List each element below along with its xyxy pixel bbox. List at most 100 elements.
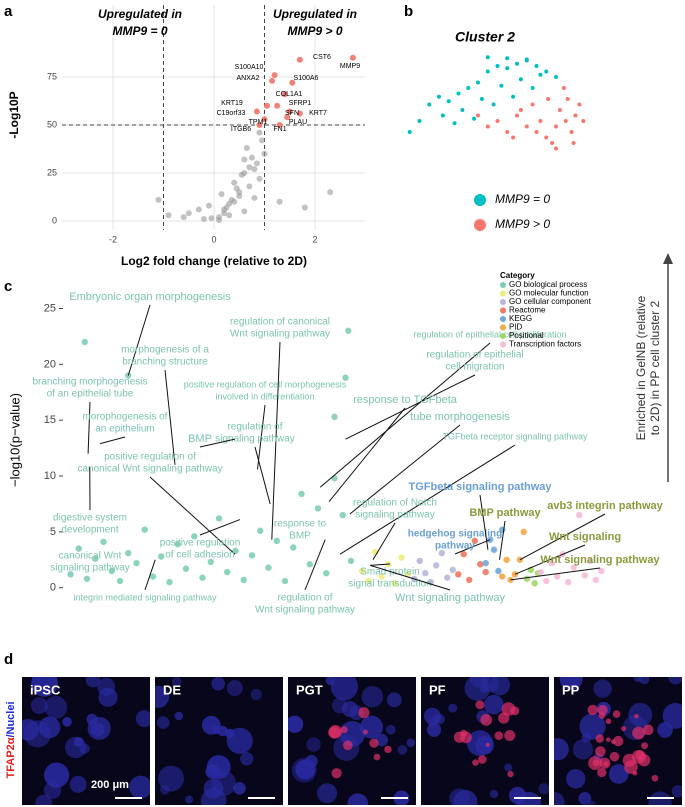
- nucleus-blob: [22, 718, 39, 741]
- marker-blob: [612, 710, 621, 718]
- y-tick-label: 50: [47, 119, 57, 129]
- marker-blob: [587, 704, 598, 716]
- point: [417, 119, 422, 123]
- point: [503, 556, 510, 563]
- annotation-leader: [345, 374, 476, 440]
- marker-blob: [597, 767, 607, 778]
- panel-label: d: [4, 651, 13, 668]
- point: [550, 141, 555, 145]
- header: MMP9 = 0: [112, 24, 167, 38]
- nucleus-blob: [671, 785, 682, 798]
- annotation: avb3 integrin pathway: [547, 500, 663, 512]
- nucleus-blob: [135, 710, 150, 727]
- point: [491, 102, 496, 107]
- point: [221, 210, 228, 217]
- point: [274, 102, 281, 109]
- marker-blob: [609, 751, 620, 762]
- point: [530, 86, 535, 90]
- annotation: signaling pathway: [50, 563, 130, 574]
- gene-label: CST6: [313, 54, 331, 61]
- marker-blob: [501, 702, 516, 716]
- marker-blob: [603, 761, 609, 767]
- point: [342, 374, 349, 381]
- nucleus-blob: [217, 725, 228, 737]
- point: [520, 528, 527, 536]
- point: [505, 130, 510, 134]
- point: [224, 568, 231, 576]
- annotation-leader: [370, 563, 391, 566]
- point: [482, 568, 489, 576]
- point: [515, 61, 519, 66]
- point: [265, 564, 272, 571]
- point: [256, 175, 263, 182]
- point: [440, 113, 445, 118]
- micrograph: [288, 677, 416, 805]
- point: [505, 56, 510, 61]
- nucleus-blob: [449, 788, 470, 805]
- legend-swatch: [500, 341, 506, 348]
- y-tick-label: 5: [50, 526, 56, 538]
- annotation: branching structure: [122, 357, 208, 368]
- legend-swatch: [500, 290, 506, 297]
- nucleus-blob: [240, 752, 254, 766]
- gene-label: C19orf33: [217, 110, 246, 117]
- gene-label: S100A6: [294, 75, 319, 82]
- nucleus-blob: [201, 715, 221, 735]
- annotation: branching morphogenesis: [32, 377, 147, 388]
- stage-label: iPSC: [30, 682, 61, 697]
- point: [554, 573, 561, 580]
- header: Upregulated in: [98, 7, 182, 21]
- point: [349, 54, 356, 61]
- x-axis-label: Log2 fold change (relative to 2D): [121, 254, 307, 268]
- annotation: Wnt signaling pathway: [395, 592, 506, 604]
- point: [251, 166, 258, 173]
- gene-label: ANXA2: [237, 75, 260, 82]
- nucleus-blob: [226, 727, 253, 754]
- annotation-leader: [454, 539, 491, 555]
- marker-blob: [597, 704, 608, 715]
- point: [485, 55, 490, 60]
- point: [477, 561, 484, 568]
- nucleus-blob: [469, 677, 490, 688]
- nucleus-blob: [386, 692, 402, 708]
- point: [223, 204, 230, 211]
- annotation: positive regulation: [160, 538, 241, 549]
- nucleus-blob: [206, 755, 231, 779]
- annotation-leader: [257, 404, 266, 470]
- marker-blob: [621, 726, 627, 732]
- point: [511, 135, 516, 140]
- point: [472, 116, 477, 121]
- point: [191, 533, 198, 540]
- marker-blob: [632, 726, 645, 740]
- point: [495, 64, 500, 68]
- point: [264, 102, 271, 109]
- nucleus-blob: [504, 763, 513, 772]
- point: [446, 99, 451, 104]
- annotation: TGFbeta receptor signaling pathway: [442, 431, 588, 441]
- point: [592, 576, 599, 584]
- point: [471, 537, 478, 545]
- point: [182, 565, 190, 572]
- legend-label: MMP9 = 0: [495, 192, 550, 206]
- point: [276, 121, 283, 128]
- annotation: morophogenesis of: [82, 412, 167, 423]
- point: [405, 571, 412, 578]
- point: [100, 538, 107, 546]
- point: [271, 72, 278, 79]
- point: [518, 108, 523, 112]
- annotation-leader: [319, 342, 491, 488]
- nucleus-blob: [226, 680, 243, 697]
- annotation: positive regulation of: [104, 452, 196, 463]
- point: [534, 130, 539, 134]
- annotation: signal transduction: [348, 579, 431, 590]
- annotation-leader: [164, 369, 176, 465]
- point: [331, 413, 338, 421]
- panel-label: a: [4, 3, 13, 20]
- point: [398, 554, 405, 561]
- marker-blob: [642, 724, 654, 736]
- legend-title: Category: [500, 271, 535, 280]
- annotation: signaling pathway: [355, 510, 435, 521]
- header: MMP9 > 0: [287, 24, 342, 38]
- micrograph-content: [288, 677, 416, 805]
